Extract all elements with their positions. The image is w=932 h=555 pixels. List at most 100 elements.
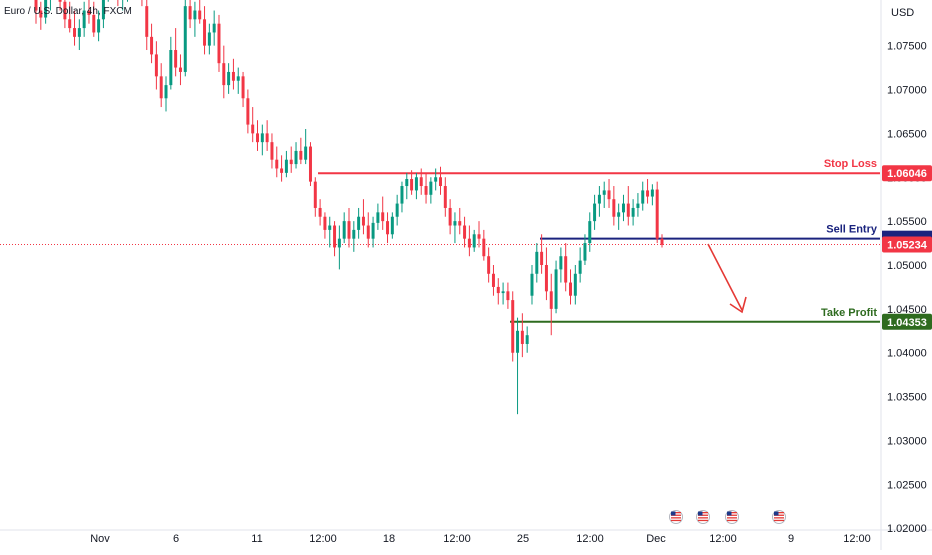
candle-body	[68, 19, 72, 29]
candle-body	[516, 330, 520, 353]
candle-body	[588, 221, 592, 244]
candle	[472, 229, 476, 252]
candle-body	[207, 32, 211, 46]
flag-stripe	[671, 517, 681, 519]
candle	[535, 243, 539, 283]
x-tick-label: 25	[517, 533, 529, 545]
candle-body	[154, 54, 158, 77]
us-flag-event-icon[interactable]	[696, 510, 710, 524]
flag-canton	[671, 511, 676, 516]
candle	[544, 247, 548, 301]
candle	[414, 172, 418, 200]
candle	[631, 199, 635, 226]
candle	[434, 168, 438, 191]
candle-body	[308, 146, 312, 182]
badge-bg	[882, 236, 932, 253]
candle-body	[626, 203, 630, 217]
candle	[193, 1, 197, 37]
flag-stripe	[698, 514, 708, 516]
candle-body	[241, 76, 245, 99]
badge-text: 1.05234	[887, 239, 928, 251]
candle	[227, 63, 231, 94]
flag-stripe	[774, 519, 784, 522]
candle	[597, 186, 601, 217]
y-tick-label: 1.04500	[887, 304, 927, 316]
candle-body	[174, 50, 178, 68]
candle	[217, 14, 221, 72]
candle-body	[491, 273, 495, 287]
x-tick-label: 12:00	[576, 533, 604, 545]
y-tick-label: 1.02000	[887, 523, 927, 535]
candle	[621, 194, 625, 222]
candle-body	[607, 190, 611, 200]
candle	[554, 260, 558, 314]
arrow-shaft	[707, 243, 743, 311]
candle	[246, 89, 250, 134]
candle	[174, 28, 178, 77]
y-tick-label: 1.02500	[887, 479, 927, 491]
candle-body	[429, 181, 433, 195]
candle-body	[150, 36, 154, 55]
candle-body	[646, 190, 650, 197]
candle	[117, 0, 119, 7]
candle-body	[554, 269, 558, 309]
economic-events[interactable]	[669, 510, 786, 524]
level-sell-entry: Sell Entry	[540, 224, 880, 240]
candle	[612, 186, 616, 226]
flag-stripe	[698, 519, 708, 522]
candle	[101, 0, 105, 29]
candle	[559, 247, 563, 283]
candle-body	[97, 19, 101, 33]
candle	[617, 203, 621, 230]
candle-body	[458, 221, 462, 226]
candle-body	[477, 234, 481, 239]
candle	[164, 76, 168, 112]
candle	[77, 19, 81, 51]
candle	[636, 193, 640, 217]
candle	[260, 124, 264, 156]
candle-body	[636, 203, 640, 208]
candle-body	[294, 150, 298, 165]
candle	[463, 216, 467, 248]
candle	[203, 6, 207, 55]
candle	[304, 128, 308, 165]
y-tick-label: 1.07500	[887, 41, 927, 53]
candle	[650, 184, 654, 206]
price-badges: 1.06046 1.04353 1.05234	[882, 165, 932, 330]
us-flag-event-icon[interactable]	[772, 510, 786, 524]
candle	[275, 146, 279, 178]
candle-body	[256, 133, 260, 143]
candle	[578, 247, 582, 283]
candle-body	[193, 10, 197, 20]
candle-body	[44, 0, 48, 18]
candle	[63, 0, 67, 29]
y-tick-label: 1.06500	[887, 128, 927, 140]
x-tick-label: Dec	[646, 533, 666, 545]
candle-body	[573, 273, 577, 296]
candle	[122, 0, 124, 11]
candle	[212, 10, 216, 46]
candle-body	[381, 212, 385, 222]
candle-body	[203, 19, 207, 46]
candle	[593, 194, 597, 230]
candle-body	[251, 124, 255, 134]
candle-body	[178, 67, 182, 72]
candle	[511, 291, 515, 362]
candle-body	[337, 238, 341, 248]
candle-body	[357, 216, 361, 230]
chart-title: Euro / U.S. Dollar, 4h, FXCM	[4, 6, 132, 17]
candle-body	[212, 23, 216, 33]
candle	[333, 221, 337, 257]
us-flag-event-icon[interactable]	[725, 510, 739, 524]
candle-body	[511, 300, 515, 353]
candle	[487, 247, 491, 283]
candle-body	[463, 225, 467, 239]
candle-body	[540, 251, 544, 265]
candle	[347, 207, 351, 248]
candle-body	[34, 0, 38, 11]
candle-body	[63, 1, 67, 20]
us-flag-event-icon[interactable]	[669, 510, 683, 524]
candle-body	[222, 63, 226, 86]
